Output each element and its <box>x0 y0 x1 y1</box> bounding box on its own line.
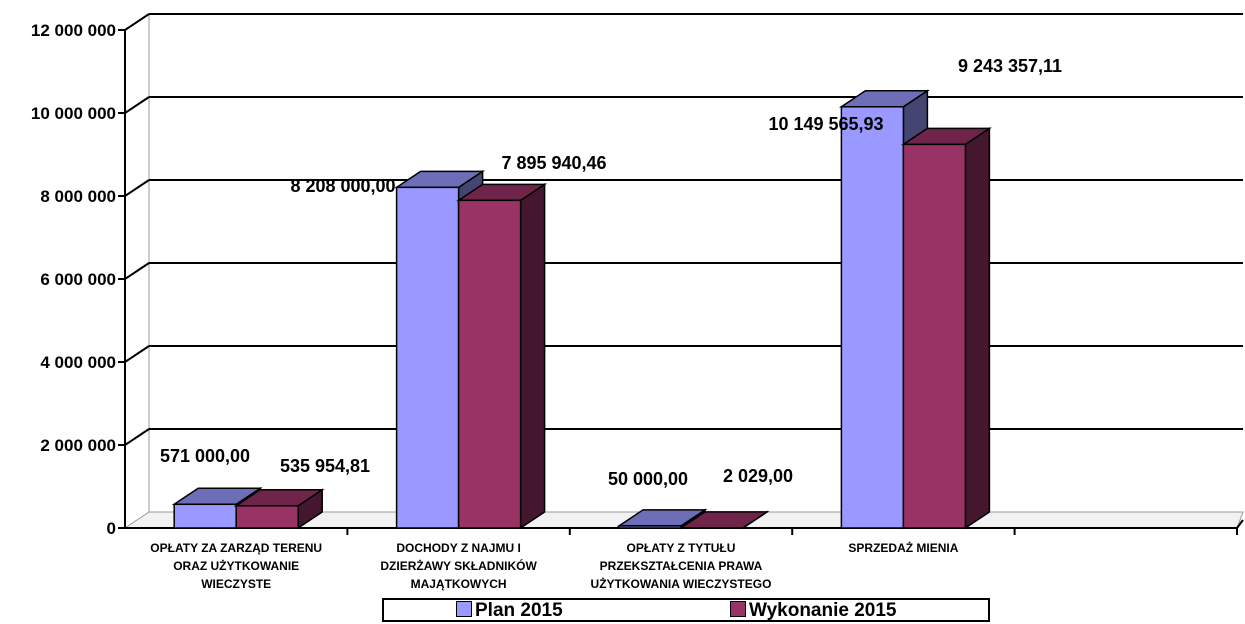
y-tick-label: 6 000 000 <box>40 270 116 289</box>
x-axis-end <box>1236 519 1244 529</box>
legend-item-wykonanie: Wykonanie 2015 <box>730 600 897 622</box>
gridline-diag <box>124 428 150 446</box>
bar <box>395 186 460 529</box>
data-label: 571 000,00 <box>160 446 250 466</box>
x-category-label: ORAZ UŻYTKOWANIE <box>173 558 299 573</box>
x-category-label: DOCHODY Z NAJMU I <box>396 541 520 555</box>
x-category-label: WIECZYSTE <box>201 577 271 591</box>
gridline-diag <box>124 179 150 197</box>
x-category-label: DZIERŻAWY SKŁADNIKÓW <box>380 558 537 573</box>
legend-label-wykonanie: Wykonanie 2015 <box>749 600 897 621</box>
y-tick-label: 8 000 000 <box>40 187 116 206</box>
bar <box>902 143 967 529</box>
legend-label-plan: Plan 2015 <box>475 600 563 621</box>
bar <box>457 199 522 529</box>
x-category-label: SPRZEDAŻ MIENIA <box>848 540 958 555</box>
y-tick-label: 2 000 000 <box>40 436 116 455</box>
y-tick-label: 4 000 000 <box>40 353 116 372</box>
bar-side <box>519 182 546 530</box>
data-label: 10 149 565,93 <box>768 114 883 134</box>
y-tick-label: 0 <box>107 519 116 538</box>
gridline-diag <box>124 96 150 114</box>
x-category-label: OPŁATY Z TYTUŁU <box>627 541 736 555</box>
data-label: 50 000,00 <box>608 469 688 489</box>
y-tick-label: 12 000 000 <box>31 21 116 40</box>
bar <box>235 505 299 529</box>
legend-item-plan: Plan 2015 <box>456 600 563 622</box>
bar <box>618 525 682 529</box>
bar <box>840 106 905 529</box>
data-label: 535 954,81 <box>280 456 370 476</box>
data-label: 8 208 000,00 <box>290 176 395 196</box>
bar-side <box>964 126 991 530</box>
gridline-diag <box>124 262 150 280</box>
gridline-diag <box>124 345 150 363</box>
y-tick-label: 10 000 000 <box>31 104 116 123</box>
legend: Plan 2015 Wykonanie 2015 <box>382 598 990 622</box>
bar <box>173 503 237 529</box>
data-label: 7 895 940,46 <box>501 153 606 173</box>
bar-chart: 0 2 000 000 4 000 000 6 000 000 8 000 000 10 … <box>31 13 1244 591</box>
data-label: 2 029,00 <box>723 466 793 486</box>
legend-swatch-wykonanie <box>730 601 746 617</box>
gridline-diag <box>124 13 150 31</box>
bar-top <box>678 511 770 529</box>
legend-swatch-plan <box>456 601 472 617</box>
x-category-label: UŻYTKOWANIA WIECZYSTEGO <box>591 576 772 591</box>
x-category-label: PRZEKSZTAŁCENIA PRAWA <box>600 559 763 573</box>
data-label: 9 243 357,11 <box>958 56 1062 76</box>
x-category-label: MAJĄTKOWYCH <box>411 577 507 591</box>
x-category-label: OPŁATY ZA ZARZĄD TERENU <box>150 541 322 555</box>
